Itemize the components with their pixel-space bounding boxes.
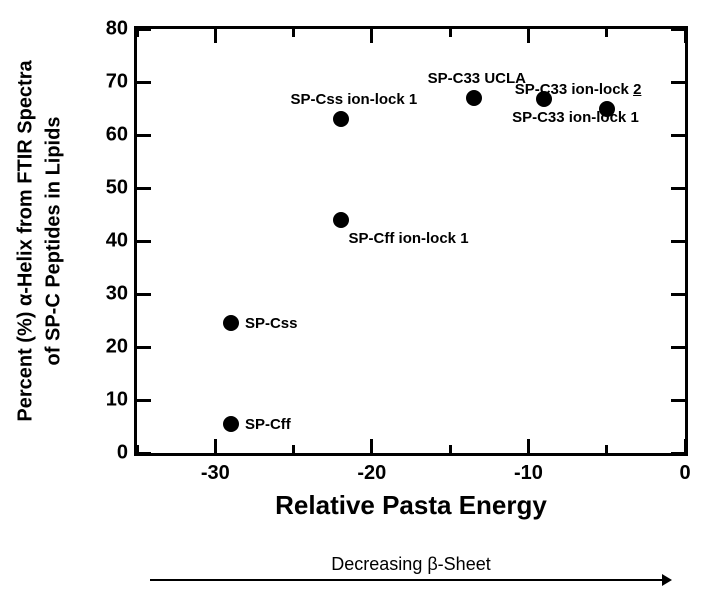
x-tick-label: -30 [201,462,230,485]
x-tick-label: 0 [679,462,690,485]
scatter-chart: -30 -20 -10 0 0 10 20 30 40 50 60 70 80 Relative Past… [0,0,707,601]
y-tick-label: 10 [94,389,128,412]
data-point-label: SP-C33 ion-lock 1 [512,109,639,126]
x-tick [370,439,373,453]
y-tick-label: 70 [94,71,128,94]
y-tick [671,399,685,402]
data-point-label: SP-C33 ion-lock 2 [515,81,642,98]
y-tick [671,240,685,243]
y-tick [137,187,151,190]
y-axis-title-line2: of SP-C Peptides in Lipids [43,117,66,366]
x-tick [684,29,687,43]
y-tick-label: 0 [94,442,128,465]
data-point-label: SP-Css [245,315,298,332]
x-tick [214,439,217,453]
y-tick [137,346,151,349]
data-point [333,111,349,127]
y-tick [671,346,685,349]
y-tick [671,81,685,84]
y-tick-label: 40 [94,230,128,253]
data-point [466,90,482,106]
y-axis-title-line1: Percent (%) α-Helix from FTIR Spectra [15,60,38,421]
data-point-label: SP-Css ion-lock 1 [291,91,418,108]
y-tick-label: 60 [94,124,128,147]
data-point [223,416,239,432]
x-tick [605,445,608,453]
data-point [223,315,239,331]
x-tick [449,445,452,453]
x-tick [292,445,295,453]
y-tick [137,399,151,402]
y-tick [671,28,685,31]
y-tick-label: 30 [94,283,128,306]
x-tick [527,29,530,43]
data-point [333,212,349,228]
y-tick [137,452,151,455]
y-tick-label: 50 [94,177,128,200]
y-tick [671,293,685,296]
data-point-label: SP-Cff ion-lock 1 [349,230,469,247]
x-tick [527,439,530,453]
x-tick [370,29,373,43]
y-tick [671,452,685,455]
x-axis-title: Relative Pasta Energy [275,490,547,521]
y-tick [671,134,685,137]
y-tick-label: 20 [94,336,128,359]
x-tick-label: -10 [514,462,543,485]
arrow-label: Decreasing β-Sheet [331,554,490,575]
x-tick-label: -20 [357,462,386,485]
y-tick [137,134,151,137]
data-point [599,101,615,117]
y-tick [671,187,685,190]
y-tick-label: 80 [94,18,128,41]
data-point-label: SP-Cff [245,416,291,433]
x-tick [449,29,452,37]
x-tick [605,29,608,37]
y-tick [137,28,151,31]
y-tick [137,293,151,296]
y-tick [137,81,151,84]
y-tick [137,240,151,243]
data-point-label: SP-C33 UCLA [428,70,526,87]
x-tick [214,29,217,43]
x-tick [292,29,295,37]
